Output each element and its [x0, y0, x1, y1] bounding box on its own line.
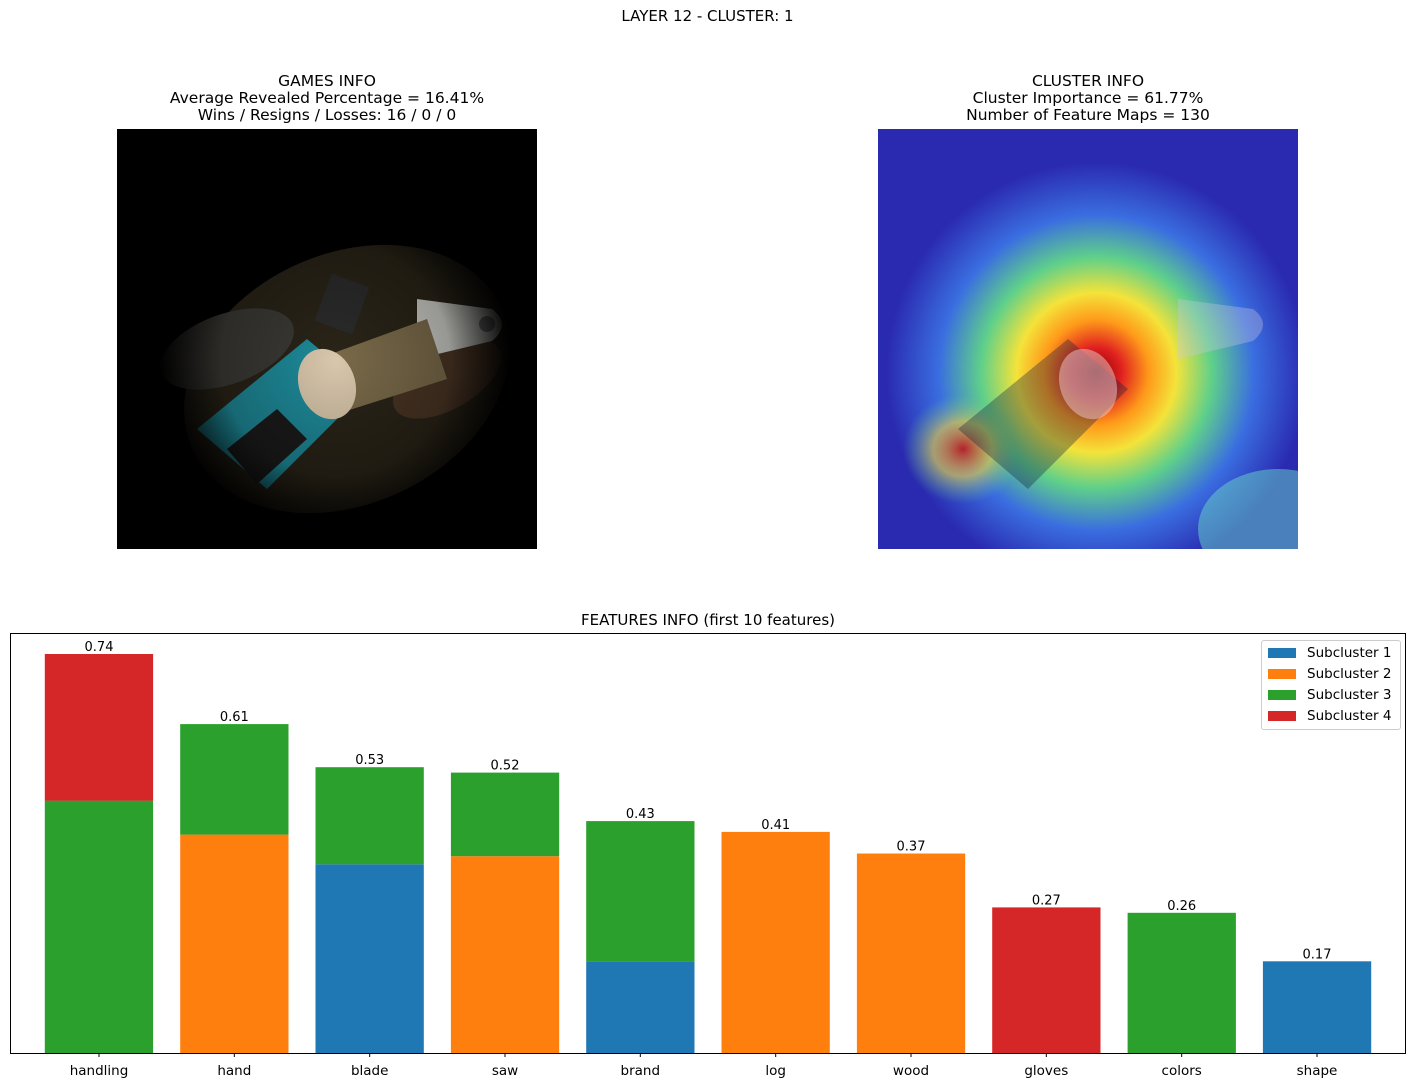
value-labels-group: 0.74 0.61 0.53 0.52 0.43 0.41 0.37 0.27 0.26 0.17 — [85, 640, 1332, 962]
bar-hand-subcluster-3 — [180, 724, 289, 835]
bars-group — [44, 654, 1372, 1053]
x-tick-label-wood: wood — [893, 1063, 929, 1079]
bar-handling-subcluster-4 — [44, 654, 154, 801]
x-tick-label-handling: handling — [70, 1063, 129, 1079]
masked-revealed-image — [117, 129, 537, 549]
legend-item-subcluster-1: Subcluster 1 — [1268, 644, 1392, 662]
bar-gloves-subcluster-4 — [992, 907, 1101, 1053]
x-tick-label-colors: colors — [1162, 1063, 1202, 1079]
x-tick-label-brand: brand — [621, 1063, 661, 1079]
bar-brand-subcluster-3 — [586, 821, 695, 962]
games-info-title: GAMES INFO — [278, 72, 376, 90]
legend-label-subcluster-4: Subcluster 4 — [1307, 708, 1392, 724]
legend-item-subcluster-3: Subcluster 3 — [1268, 686, 1392, 704]
value-label-blade: 0.53 — [355, 753, 384, 768]
cluster-info-title: CLUSTER INFO — [1031, 72, 1145, 90]
cluster-importance: Cluster Importance = 61.77% — [972, 89, 1204, 107]
legend-item-subcluster-2: Subcluster 2 — [1268, 665, 1392, 683]
x-ticks-group: handling hand blade saw brand log wood gloves co… — [70, 1053, 1338, 1079]
figure-title: LAYER 12 - CLUSTER: 1 — [621, 7, 794, 25]
value-label-wood: 0.37 — [897, 840, 926, 855]
x-tick-label-hand: hand — [217, 1063, 251, 1079]
bar-saw-subcluster-2 — [450, 856, 560, 1053]
bar-log-subcluster-2 — [721, 831, 830, 1053]
bar-shape-subcluster-1 — [1262, 961, 1372, 1053]
x-tick-label-shape: shape — [1297, 1063, 1338, 1079]
legend-swatch-subcluster-1 — [1268, 648, 1296, 658]
x-tick-label-blade: blade — [351, 1063, 388, 1079]
wins-resigns-losses: Wins / Resigns / Losses: 16 / 0 / 0 — [197, 106, 457, 124]
bar-blade-subcluster-1 — [315, 864, 424, 1053]
x-tick-label-log: log — [765, 1063, 786, 1079]
bar-blade-subcluster-3 — [315, 767, 424, 865]
bar-brand-subcluster-1 — [586, 961, 695, 1053]
plot-frame — [10, 633, 1406, 1054]
number-of-feature-maps: Number of Feature Maps = 130 — [966, 106, 1210, 124]
value-label-hand: 0.61 — [220, 710, 249, 725]
cluster-info-title-block: CLUSTER INFO Cluster Importance = 61.77%… — [838, 73, 1338, 124]
value-label-gloves: 0.27 — [1032, 893, 1061, 908]
legend-item-subcluster-4: Subcluster 4 — [1268, 707, 1392, 725]
legend-label-subcluster-2: Subcluster 2 — [1307, 666, 1392, 682]
legend-swatch-subcluster-4 — [1268, 711, 1296, 721]
bar-handling-subcluster-3 — [44, 800, 154, 1053]
value-label-shape: 0.17 — [1303, 947, 1332, 962]
games-info-title-block: GAMES INFO Average Revealed Percentage =… — [77, 73, 577, 124]
x-tick-label-gloves: gloves — [1024, 1063, 1068, 1079]
bar-wood-subcluster-2 — [856, 853, 966, 1053]
legend-swatch-subcluster-3 — [1268, 690, 1296, 700]
bar-hand-subcluster-2 — [180, 834, 289, 1053]
chart-legend: Subcluster 1 Subcluster 2 Subcluster 3 S… — [1261, 640, 1401, 730]
value-label-saw: 0.52 — [491, 759, 520, 774]
legend-label-subcluster-3: Subcluster 3 — [1307, 687, 1392, 703]
chart-title: FEATURES INFO (first 10 features) — [581, 611, 835, 629]
value-label-handling: 0.74 — [85, 640, 114, 655]
legend-label-subcluster-1: Subcluster 1 — [1307, 645, 1392, 661]
bar-colors-subcluster-3 — [1127, 912, 1236, 1053]
value-label-colors: 0.26 — [1167, 899, 1196, 914]
bar-saw-subcluster-3 — [450, 772, 560, 857]
heatmap-overlay-image — [878, 129, 1298, 549]
x-tick-label-saw: saw — [492, 1063, 518, 1079]
value-label-log: 0.41 — [761, 818, 790, 833]
legend-swatch-subcluster-2 — [1268, 669, 1296, 679]
average-revealed-percentage: Average Revealed Percentage = 16.41% — [169, 89, 485, 107]
value-label-brand: 0.43 — [626, 807, 655, 822]
